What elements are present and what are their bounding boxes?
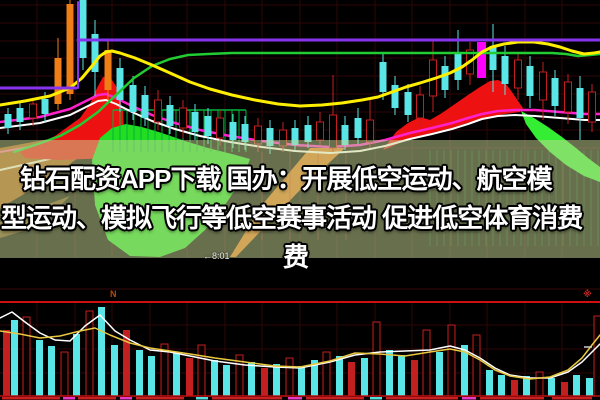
headline-banner-overlay	[0, 140, 600, 258]
watermark-glyph: N	[110, 289, 117, 299]
watermark-glyph: ※	[583, 289, 592, 299]
time-marker-label: ←8:01	[203, 251, 230, 261]
